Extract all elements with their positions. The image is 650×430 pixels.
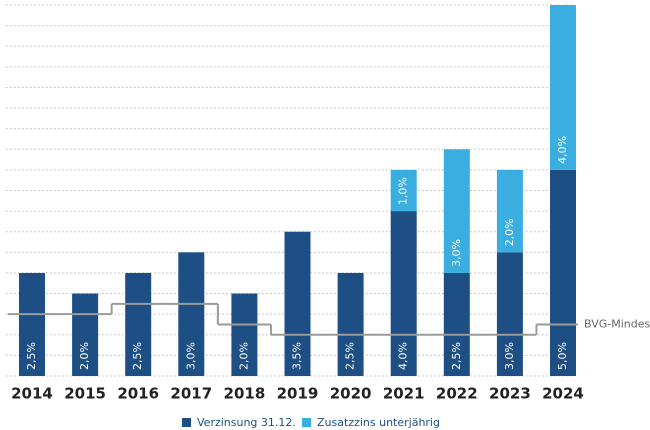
value-label: 5,0%	[556, 342, 569, 370]
x-tick-label: 2023	[489, 385, 531, 403]
x-tick-label: 2014	[11, 385, 53, 403]
bar-segment	[550, 169, 576, 376]
x-tick-label: 2016	[117, 385, 159, 403]
x-tick-label: 2024	[542, 385, 584, 403]
value-label: 2,5%	[131, 342, 144, 370]
x-tick-label: 2017	[170, 385, 212, 403]
legend-swatch	[302, 418, 311, 427]
line-label: BVG-Mindest	[584, 317, 650, 330]
legend-swatch	[182, 418, 191, 427]
bar-segment	[390, 169, 417, 212]
value-label: 4,0%	[397, 342, 410, 370]
x-tick-label: 2019	[277, 385, 319, 403]
value-label: 2,0%	[503, 218, 516, 246]
value-label: 1,0%	[397, 177, 410, 205]
bar-segment	[19, 272, 45, 376]
bar-segment	[284, 231, 311, 376]
value-label: 3,0%	[184, 342, 197, 370]
x-tick-label: 2015	[64, 385, 106, 403]
bar-segment	[125, 272, 152, 376]
bar-segment	[72, 293, 99, 376]
bar-segment	[443, 272, 470, 376]
bar-segment	[231, 293, 258, 376]
value-label: 2,0%	[78, 342, 91, 370]
legend-label: Zusatzzins unterjährig	[317, 416, 440, 429]
bar-segment	[496, 169, 523, 253]
value-label: 2,5%	[25, 342, 38, 370]
legend-label: Verzinsung 31.12.	[197, 416, 296, 429]
value-label: 2,5%	[344, 342, 357, 370]
x-tick-label: 2021	[383, 385, 425, 403]
x-tick-label: 2018	[224, 385, 266, 403]
x-tick-label: 2022	[436, 385, 478, 403]
bar-segment	[390, 211, 417, 376]
bar-segment	[443, 149, 470, 273]
value-label: 3,5%	[291, 342, 304, 370]
value-label: 3,0%	[503, 342, 516, 370]
x-tick-label: 2020	[330, 385, 372, 403]
value-label: 2,5%	[450, 342, 463, 370]
bar-segment	[550, 5, 576, 170]
value-label: 4,0%	[556, 136, 569, 164]
bar-segment	[337, 272, 364, 376]
bar-segment	[496, 252, 523, 376]
value-label: 3,0%	[450, 239, 463, 267]
value-label: 2,0%	[237, 342, 250, 370]
bar-segment	[178, 252, 205, 376]
